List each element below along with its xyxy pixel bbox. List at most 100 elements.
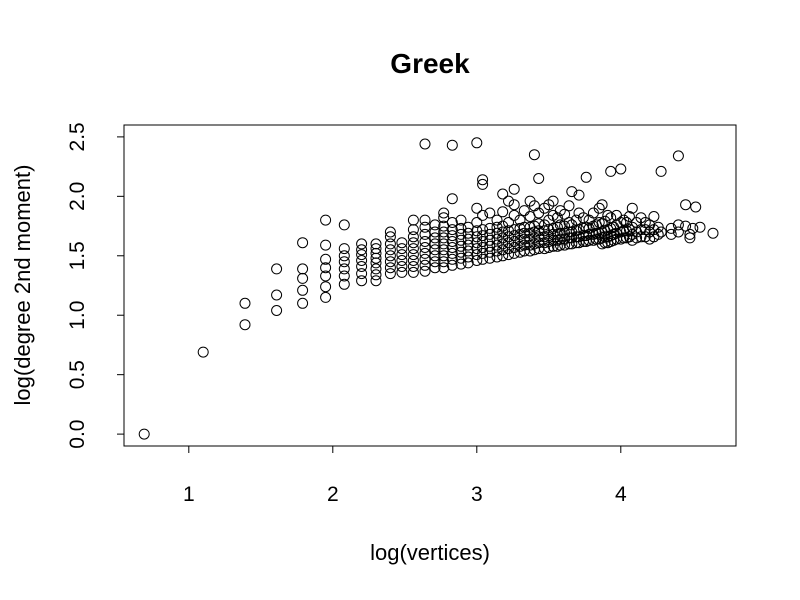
data-point xyxy=(429,256,441,268)
data-point xyxy=(429,262,441,274)
data-point xyxy=(446,247,458,259)
data-point xyxy=(320,270,332,282)
data-point xyxy=(707,227,719,239)
data-point xyxy=(297,284,309,296)
data-point xyxy=(518,205,530,217)
data-point xyxy=(547,195,559,207)
data-point xyxy=(239,297,251,309)
data-point xyxy=(680,199,692,211)
data-point xyxy=(503,249,514,261)
data-point xyxy=(396,237,408,249)
data-point xyxy=(491,251,503,263)
data-point xyxy=(320,239,332,251)
y-tick-label: 0.0 xyxy=(66,420,89,449)
data-point xyxy=(477,174,489,186)
data-point xyxy=(438,207,450,219)
data-point xyxy=(446,193,458,205)
data-point xyxy=(407,261,419,272)
data-point xyxy=(356,275,368,287)
data-point xyxy=(419,228,431,240)
data-point xyxy=(690,201,702,213)
data-point xyxy=(384,226,396,238)
data-point xyxy=(484,222,496,234)
data-point xyxy=(446,259,458,271)
data-point xyxy=(407,237,419,249)
data-point xyxy=(508,199,520,211)
data-point xyxy=(462,257,474,269)
data-point xyxy=(477,209,489,221)
data-point xyxy=(471,137,483,149)
data-point xyxy=(320,253,332,265)
data-point xyxy=(419,221,431,233)
data-point xyxy=(626,202,638,214)
data-point xyxy=(429,238,441,250)
data-point xyxy=(573,189,585,201)
data-point xyxy=(615,163,627,175)
data-point xyxy=(471,217,483,228)
data-point xyxy=(563,217,575,228)
data-point xyxy=(356,268,368,280)
data-point xyxy=(687,222,699,234)
data-point xyxy=(396,249,408,261)
data-point xyxy=(384,268,396,280)
data-point xyxy=(271,263,283,275)
data-point xyxy=(559,208,571,220)
data-point xyxy=(297,297,309,309)
data-point xyxy=(655,226,667,238)
y-tick-label: 2.0 xyxy=(66,182,89,211)
x-tick-label: 1 xyxy=(183,483,195,506)
data-point xyxy=(615,217,627,228)
data-point xyxy=(370,263,382,275)
data-point xyxy=(370,243,382,255)
data-point xyxy=(497,250,509,262)
data-point xyxy=(446,230,458,242)
data-point xyxy=(297,263,309,275)
data-point xyxy=(384,250,396,262)
data-point xyxy=(497,188,509,200)
data-point xyxy=(602,209,614,221)
data-point xyxy=(370,238,382,250)
data-point xyxy=(419,236,431,247)
plot-frame xyxy=(123,124,737,447)
data-point xyxy=(407,266,419,278)
data-point xyxy=(672,226,684,238)
data-point xyxy=(356,249,368,261)
data-point xyxy=(356,261,368,272)
data-point xyxy=(338,219,350,231)
data-point xyxy=(543,199,555,211)
data-point xyxy=(370,269,382,281)
data-point xyxy=(599,237,611,249)
data-point xyxy=(384,244,396,256)
data-point xyxy=(605,165,617,177)
data-point xyxy=(503,195,514,207)
data-point xyxy=(429,226,441,238)
data-point xyxy=(419,138,431,150)
data-point xyxy=(407,224,419,236)
data-point xyxy=(596,199,608,211)
data-point xyxy=(672,219,684,231)
data-point xyxy=(407,255,419,266)
data-point xyxy=(429,250,441,262)
data-point xyxy=(407,214,419,226)
data-point xyxy=(672,150,684,162)
data-point xyxy=(320,291,332,303)
data-point xyxy=(491,214,503,226)
y-axis: 0.0 0.5 1.0 1.5 2.0 2.5 xyxy=(66,122,124,449)
x-axis: 1 2 3 4 xyxy=(183,446,627,506)
data-point xyxy=(138,428,150,440)
y-tick-label: 1.5 xyxy=(66,241,89,270)
data-point xyxy=(407,231,419,243)
data-point xyxy=(429,232,441,244)
data-point xyxy=(694,221,706,233)
data-point xyxy=(419,247,431,259)
data-point xyxy=(605,212,617,224)
x-tick-label: 2 xyxy=(327,483,339,506)
data-point xyxy=(271,289,283,301)
data-point xyxy=(429,244,441,256)
data-point xyxy=(566,186,578,198)
data-point xyxy=(320,262,332,274)
data-point xyxy=(438,212,450,224)
data-point xyxy=(477,178,489,190)
data-point xyxy=(684,228,696,240)
